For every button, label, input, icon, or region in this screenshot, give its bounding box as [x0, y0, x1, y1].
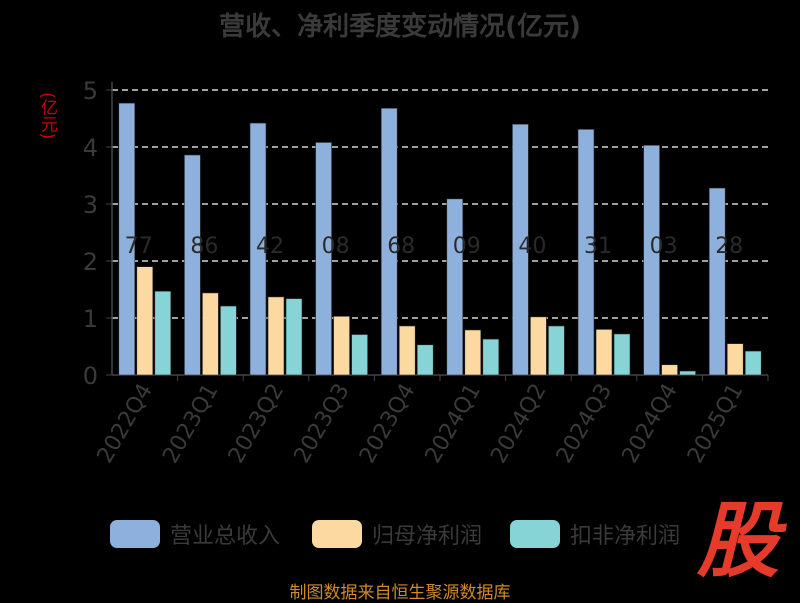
bar-series-2 [548, 325, 565, 376]
legend-label-net-profit: 归母净利润 [372, 524, 483, 549]
bar-data-label: 09 [453, 234, 481, 259]
bar-data-label: 40 [518, 234, 546, 259]
bar-series-1 [661, 364, 678, 376]
bar-series-2 [154, 290, 172, 376]
bar-series-0 [577, 129, 595, 376]
bar-series-2 [285, 298, 303, 376]
legend-item-net-profit[interactable]: 归母净利润 [312, 516, 482, 552]
bar-series-2 [482, 338, 500, 376]
y-tick-label: 0 [83, 362, 98, 390]
bar-series-2 [351, 334, 368, 376]
bar-series-0 [249, 122, 267, 376]
x-tick-label: 2024Q2 [486, 380, 551, 468]
legend-swatch-net-profit [312, 520, 362, 548]
chart-title: 营收、净利季度变动情况(亿元) [219, 12, 581, 42]
bar-series-0 [446, 198, 464, 376]
legend-item-deducted-profit[interactable]: 扣非净利润 [510, 516, 680, 552]
bar-data-label: 08 [322, 234, 350, 259]
x-tick-label: 2024Q3 [552, 380, 617, 468]
bar-series-0 [708, 187, 726, 376]
legend-swatch-revenue [110, 520, 160, 548]
bar-series-0 [643, 144, 660, 376]
x-tick-label: 2024Q4 [617, 380, 682, 468]
bar-data-label: 31 [584, 234, 612, 259]
y-axis-unit: (亿元) [37, 92, 57, 140]
bar-data-label: 86 [190, 234, 218, 259]
legend-label-deducted-profit: 扣非净利润 [570, 524, 681, 549]
x-tick-label: 2023Q4 [355, 380, 420, 468]
bar-series-2 [679, 370, 696, 376]
bar-series-1 [595, 329, 613, 376]
bar-series-0 [315, 142, 332, 376]
bar-series-0 [184, 154, 201, 376]
legend-swatch-deducted-profit [510, 520, 560, 548]
bar-series-1 [202, 292, 219, 376]
bar-series-1 [464, 329, 482, 376]
x-tick-label: 2023Q2 [224, 380, 289, 468]
x-tick-label: 2024Q1 [421, 380, 486, 468]
y-tick-label: 1 [83, 305, 98, 333]
bar-data-label: 77 [125, 234, 153, 259]
x-tick-label: 2023Q3 [289, 380, 354, 468]
y-tick-label: 5 [83, 77, 98, 105]
bar-series-2 [416, 344, 434, 376]
bar-series-0 [118, 102, 136, 376]
bar-series-2 [220, 305, 237, 376]
bar-series-2 [613, 333, 631, 376]
bar-data-label: 68 [387, 234, 415, 259]
bar-data-label: 03 [650, 234, 678, 259]
bar-series-0 [512, 123, 529, 376]
legend: 营业总收入 归母净利润 扣非净利润 [0, 516, 800, 552]
x-tick-label: 2025Q1 [683, 380, 748, 468]
y-tick-label: 4 [83, 134, 98, 162]
bar-series-2 [744, 350, 762, 376]
bar-data-label: 28 [715, 234, 743, 259]
bar-series-1 [267, 296, 285, 376]
bar-series-1 [136, 266, 154, 376]
bar-series-1 [398, 325, 416, 376]
bar-series-1 [530, 316, 547, 376]
bar-series-1 [726, 343, 744, 376]
y-tick-label: 2 [83, 248, 98, 276]
bar-series-1 [333, 315, 350, 376]
x-tick-label: 2023Q1 [158, 380, 223, 468]
bar-data-label: 42 [256, 234, 284, 259]
legend-label-revenue: 营业总收入 [170, 524, 281, 549]
data-source-note: 制图数据来自恒生聚源数据库 [289, 583, 511, 603]
x-tick-label: 2022Q4 [93, 380, 158, 468]
bar-series-0 [380, 107, 398, 376]
brand-logo: 股 [697, 494, 779, 589]
y-tick-label: 3 [83, 191, 98, 219]
legend-item-revenue[interactable]: 营业总收入 [110, 516, 280, 552]
